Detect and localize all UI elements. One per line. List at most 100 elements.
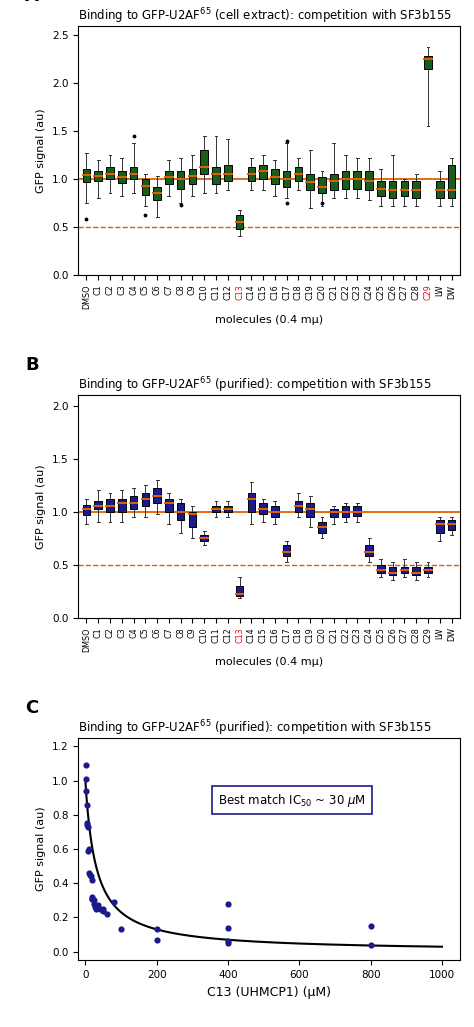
Point [84,819,91,835]
Bar [247,493,255,511]
Point [84,816,91,833]
Bar [130,496,137,509]
Bar [259,503,267,514]
Text: B: B [25,356,39,374]
Bar [224,164,232,181]
Bar [247,167,255,181]
Bar [295,501,302,511]
Bar [142,179,149,195]
X-axis label: C13 (UHMCP1) (μM): C13 (UHMCP1) (μM) [207,986,331,998]
Point [88,872,96,888]
Point [89,890,96,907]
Point [91,899,99,915]
Point [100,901,107,917]
Bar [212,506,220,511]
Bar [401,181,408,196]
Bar [295,167,302,181]
Bar [365,545,373,556]
Y-axis label: GFP signal (au): GFP signal (au) [36,108,46,192]
Bar [271,506,279,517]
Bar [212,167,220,184]
Bar [389,181,396,198]
Point [89,890,96,907]
Point [89,888,96,905]
Bar [201,150,208,175]
Point [83,815,91,832]
Bar [236,585,243,597]
Point [224,919,232,936]
Bar [412,181,420,198]
Bar [318,177,326,193]
Bar [365,172,373,190]
Point [224,934,232,950]
Bar [165,172,173,184]
Bar [448,520,456,530]
X-axis label: molecules (0.4 mμ): molecules (0.4 mμ) [215,657,323,668]
Point [91,892,98,909]
Text: Binding to GFP-U2AF$^{65}$ (purified): competition with SF3b155: Binding to GFP-U2AF$^{65}$ (purified): c… [78,718,432,737]
Y-axis label: GFP signal (au): GFP signal (au) [36,464,46,548]
Point [367,918,374,935]
Bar [118,499,126,511]
Point [153,931,161,948]
Bar [259,164,267,179]
Bar [306,503,314,517]
Bar [377,181,385,196]
Bar [94,501,102,509]
Point [82,757,90,773]
Text: A: A [25,0,39,5]
Bar [377,565,385,573]
Bar [106,499,114,511]
Bar [94,172,102,181]
Point [91,896,98,912]
Point [85,865,93,881]
Bar [130,166,137,179]
Bar [283,545,291,556]
Point [83,796,91,812]
Point [100,903,107,919]
Bar [436,520,444,533]
Point [84,842,92,859]
Text: Binding to GFP-U2AF$^{65}$ (cell extract): competition with SF3b155: Binding to GFP-U2AF$^{65}$ (cell extract… [78,6,452,26]
Bar [189,169,196,184]
Bar [330,509,337,517]
Bar [177,172,184,189]
Point [82,770,90,787]
Y-axis label: GFP signal (au): GFP signal (au) [36,807,46,891]
Point [85,841,92,858]
Bar [448,164,456,198]
Point [110,893,118,910]
Bar [342,506,349,517]
Point [153,921,161,938]
Bar [389,567,396,575]
Bar [424,56,432,69]
Point [96,901,103,917]
Text: C: C [25,698,38,717]
Bar [271,169,279,184]
Bar [412,567,420,575]
Bar [436,181,444,198]
Bar [283,172,291,187]
Point [86,867,93,883]
Bar [354,506,361,516]
Bar [153,187,161,200]
Bar [236,216,243,229]
Point [224,935,232,951]
Bar [177,503,184,520]
Point [94,898,101,914]
Bar [142,493,149,506]
Point [87,868,94,884]
Bar [82,169,90,182]
Bar [201,535,208,541]
Bar [306,175,314,190]
X-axis label: molecules (0.4 mμ): molecules (0.4 mμ) [215,314,323,325]
Bar [82,505,90,515]
Text: Best match IC$_{50}$ ~ 30 $\mu$M: Best match IC$_{50}$ ~ 30 $\mu$M [218,792,366,808]
Point [224,896,232,912]
Point [82,783,90,799]
Bar [318,522,326,533]
Bar [118,172,126,183]
Point [367,937,374,953]
Bar [224,506,232,511]
Point [92,901,100,917]
